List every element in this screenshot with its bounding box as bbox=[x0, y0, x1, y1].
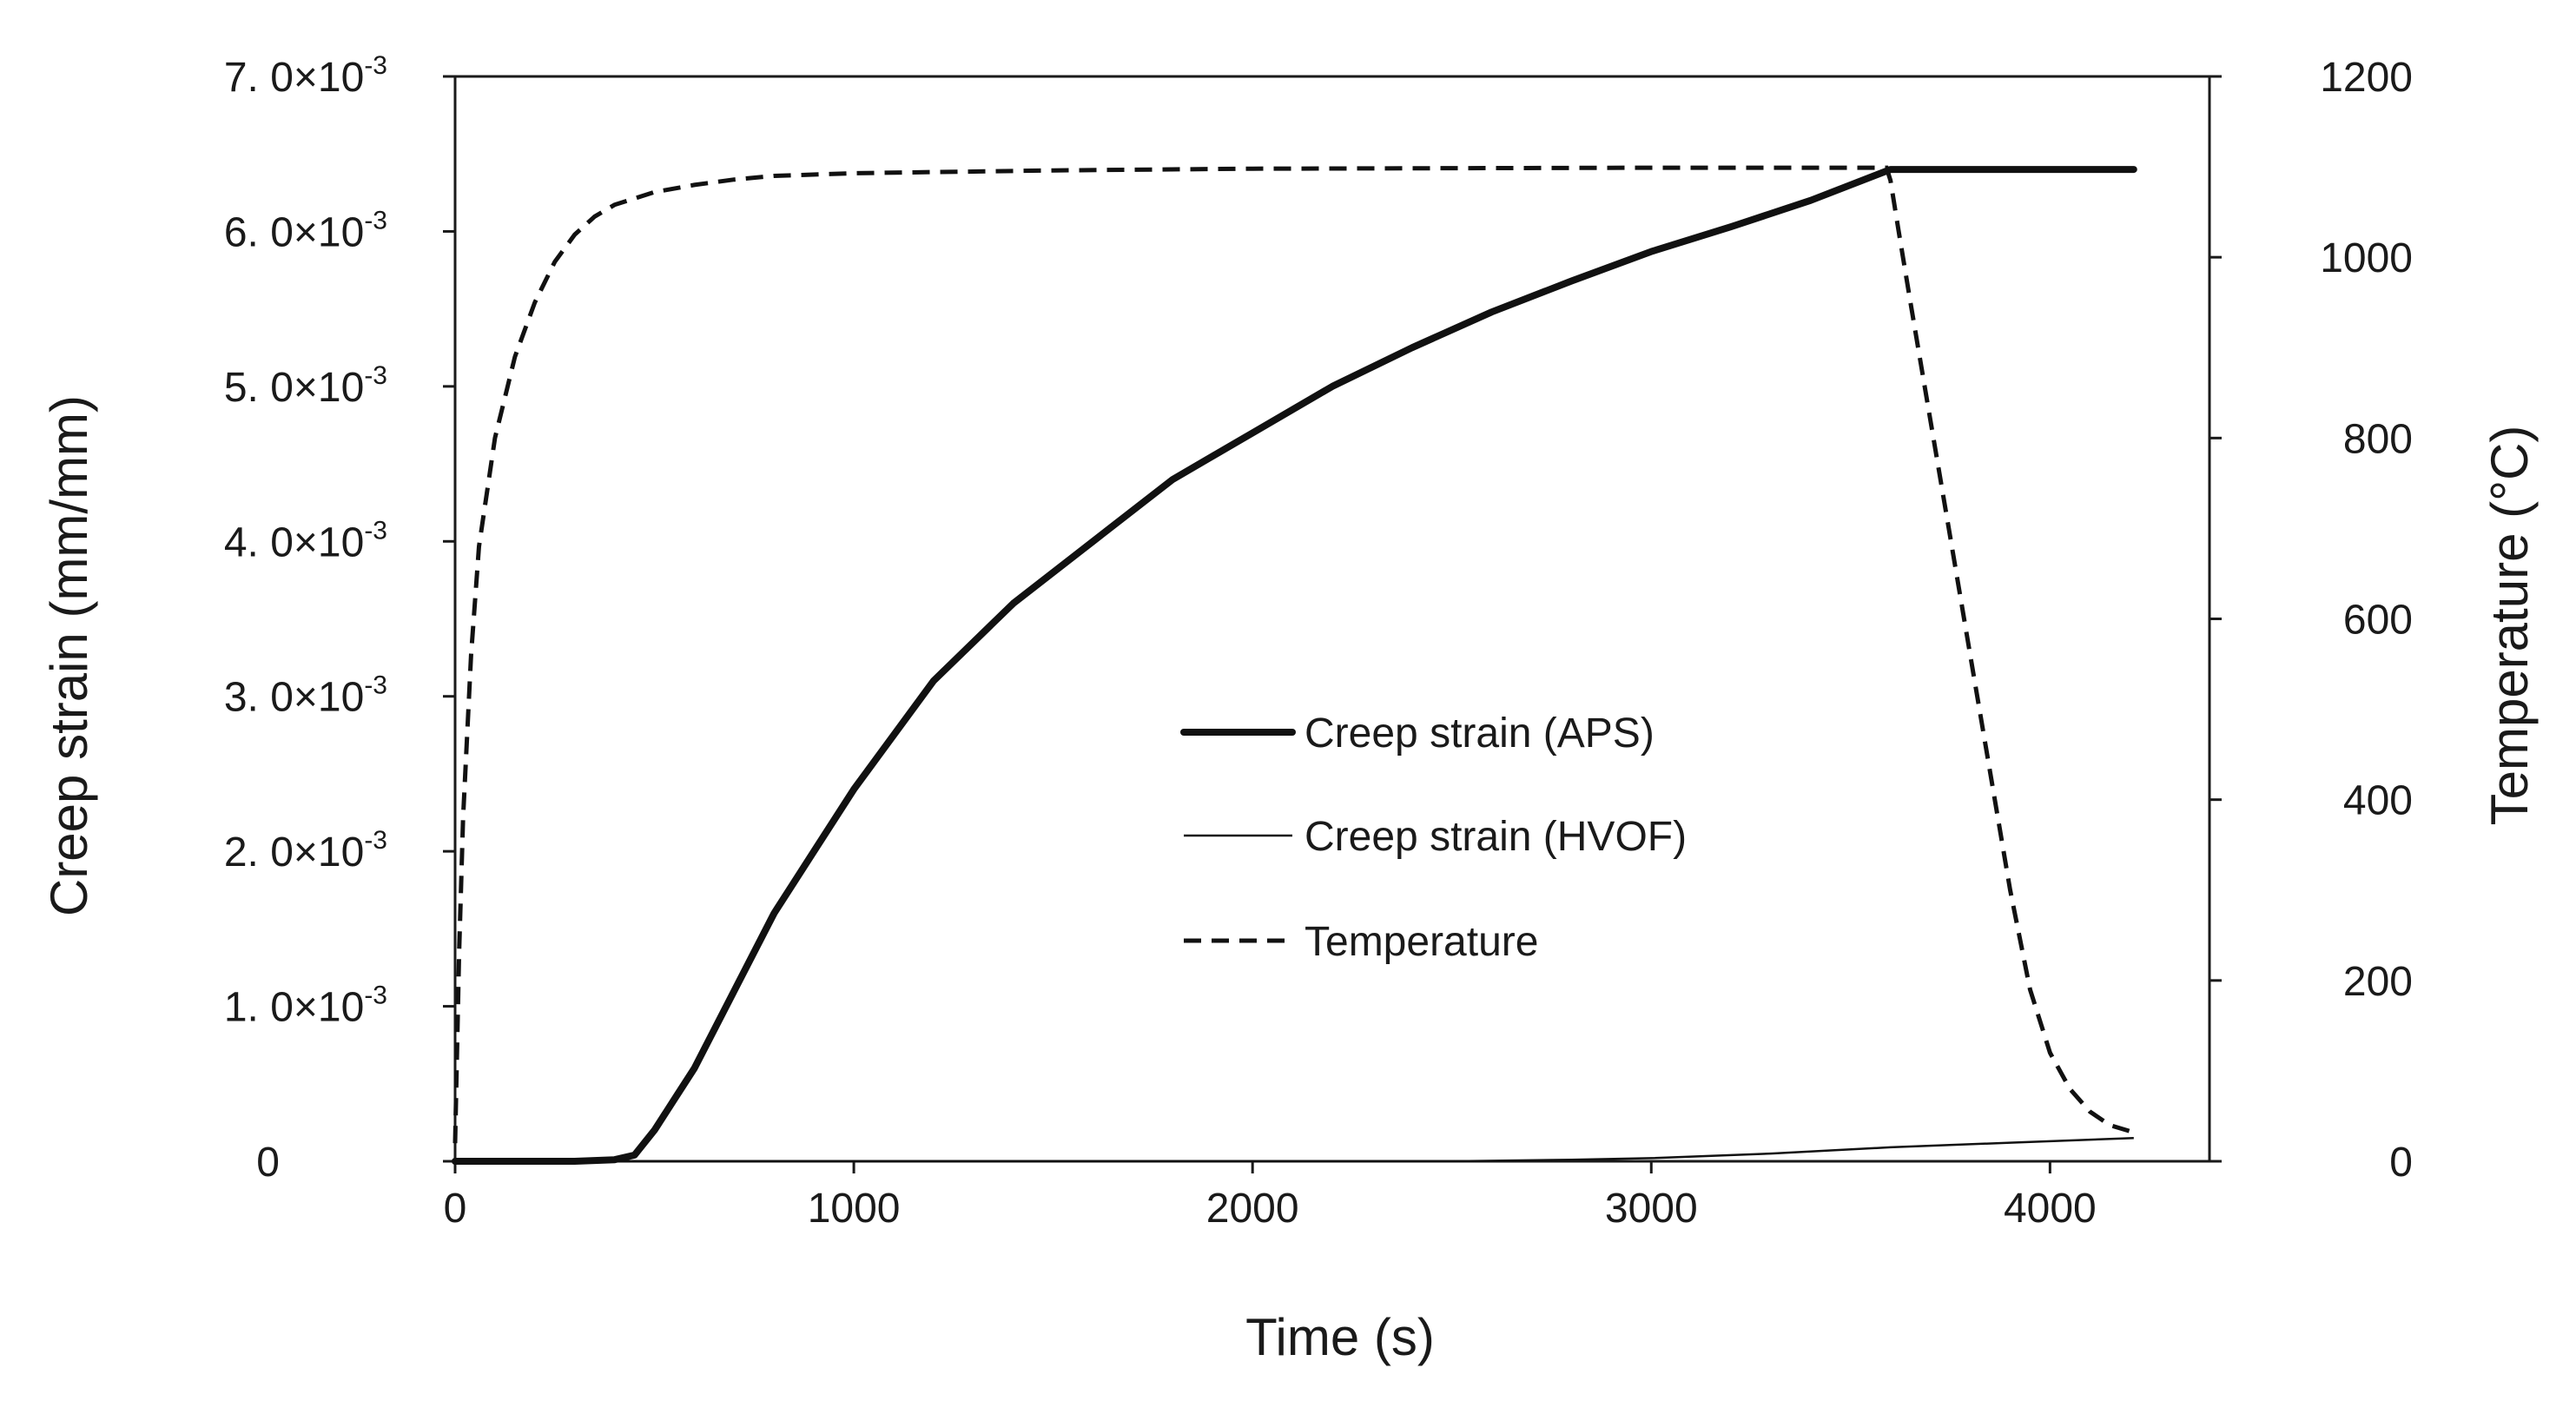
x-tick-label: 3000 bbox=[1605, 1186, 1698, 1232]
y-right-tick-label: 400 bbox=[2343, 778, 2413, 824]
y-left-tick-mantissa: 6. 0 bbox=[224, 209, 294, 255]
y-left-tick-mantissa: 1. 0 bbox=[224, 985, 294, 1031]
x-tick-label: 1000 bbox=[808, 1186, 901, 1232]
y-left-tick-label: 1. 0×10-3 bbox=[224, 981, 387, 1031]
series-line-creep-strain-aps bbox=[452, 166, 2137, 1165]
y-left-tick-label: 7. 0×10-3 bbox=[224, 51, 387, 101]
y-left-axis-title: Creep strain (mm/mm) bbox=[40, 395, 98, 916]
x-tick-label: 0 bbox=[444, 1186, 467, 1232]
y-left-tick-exponent: -3 bbox=[364, 516, 387, 545]
y-left-tick-multiplier: ×10 bbox=[294, 519, 364, 565]
y-left-tick-mantissa: 3. 0 bbox=[224, 675, 294, 721]
y-left-tick-exponent: -3 bbox=[364, 361, 387, 390]
y-left-tick-label: 4. 0×10-3 bbox=[224, 516, 387, 565]
y-left-tick-multiplier: ×10 bbox=[294, 55, 364, 101]
y-left-tick-multiplier: ×10 bbox=[294, 675, 364, 721]
y-left-tick-exponent: -3 bbox=[364, 671, 387, 700]
y-left-tick-label: 2. 0×10-3 bbox=[224, 826, 387, 876]
y-left-tick-exponent: -3 bbox=[364, 826, 387, 855]
y-left-tick-multiplier: ×10 bbox=[294, 985, 364, 1031]
legend: Creep strain (APS) Creep strain (HVOF) Tem… bbox=[1180, 710, 1687, 965]
y-left-tick-exponent: -3 bbox=[364, 206, 387, 235]
legend-label: Temperature bbox=[1305, 919, 1538, 965]
y-right-tick-label: 0 bbox=[2389, 1140, 2413, 1186]
y-right-tick-label: 1200 bbox=[2320, 55, 2413, 101]
y-left-tick-mantissa: 0 bbox=[256, 1140, 280, 1186]
legend-label: Creep strain (APS) bbox=[1305, 710, 1655, 757]
y-left-tick-label: 5. 0×10-3 bbox=[224, 361, 387, 411]
y-left-tick-multiplier: ×10 bbox=[294, 209, 364, 255]
y-right-tick-label: 600 bbox=[2343, 598, 2413, 644]
x-tick-label: 4000 bbox=[2004, 1186, 2097, 1232]
y-left-tick-mantissa: 5. 0 bbox=[224, 365, 294, 411]
y-left-tick-mantissa: 7. 0 bbox=[224, 55, 294, 101]
y-right-tick-label: 200 bbox=[2343, 959, 2413, 1005]
y-left-tick-label: 3. 0×10-3 bbox=[224, 671, 387, 721]
y-left-tick-exponent: -3 bbox=[364, 981, 387, 1010]
x-axis-title: Time (s) bbox=[1245, 1308, 1435, 1366]
legend-label: Creep strain (HVOF) bbox=[1305, 814, 1687, 860]
y-right-tick-label: 1000 bbox=[2320, 235, 2413, 281]
series-line-creep-strain-hvof bbox=[455, 1136, 2134, 1163]
y-left-tick-multiplier: ×10 bbox=[294, 829, 364, 876]
y-right-axis-title: Temperature (°C) bbox=[2480, 426, 2539, 826]
y-left-tick-exponent: -3 bbox=[364, 51, 387, 80]
series-group bbox=[452, 165, 2137, 1165]
y-right-tick-label: 800 bbox=[2343, 416, 2413, 462]
y-left-tick-mantissa: 4. 0 bbox=[224, 519, 294, 565]
y-left-tick-mantissa: 2. 0 bbox=[224, 829, 294, 876]
x-tick-label: 2000 bbox=[1206, 1186, 1299, 1232]
y-left-tick-label: 0 bbox=[256, 1140, 280, 1186]
y-left-tick-label: 6. 0×10-3 bbox=[224, 206, 387, 255]
y-left-tick-multiplier: ×10 bbox=[294, 365, 364, 411]
series-line-temperature bbox=[452, 165, 2135, 1144]
